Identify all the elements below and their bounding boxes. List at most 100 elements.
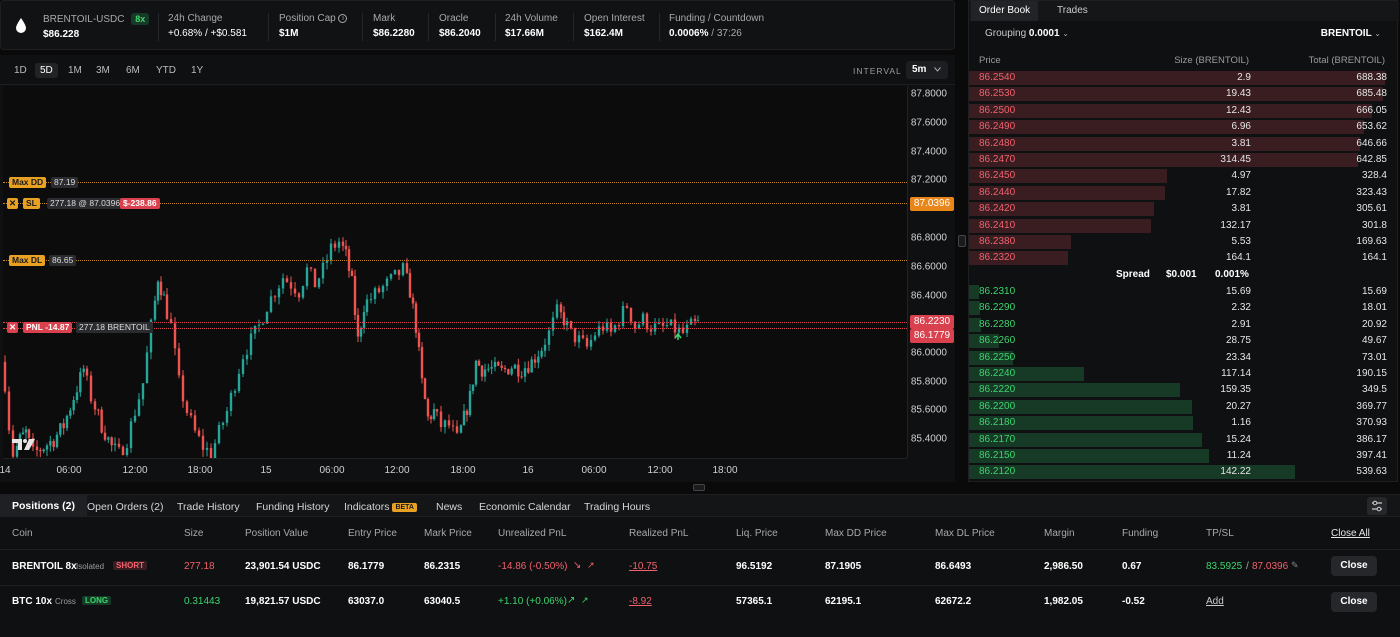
tab-trades[interactable]: Trades [1057,5,1088,16]
divider [573,13,574,41]
book-size: 4.97 [1231,170,1251,182]
bid-row[interactable]: 86.2120 142.22 539.63 [969,464,1399,480]
leverage-badge: 8x [131,13,150,25]
position-coin[interactable]: BRENTOIL 8x [12,561,77,572]
time-axis[interactable]: 14 06:00 12:00 18:00 15 06:00 12:00 18:0… [0,458,907,482]
ask-row[interactable]: 86.2420 3.81 305.61 [969,201,1399,217]
price-chart-panel: 1D 5D 1M 3M 6M YTD 1Y INTERVAL 5m Max DD… [0,55,955,482]
ask-row[interactable]: 86.2530 19.43 685.48 [969,86,1399,102]
bid-row[interactable]: 86.2290 2.32 18.01 [969,300,1399,316]
interval-select[interactable]: 5m [906,61,948,79]
depth-bar [969,251,1068,266]
book-size: 3.81 [1231,137,1251,149]
timeframe-3m[interactable]: 3M [96,65,110,76]
settings-icon[interactable] [1367,497,1387,515]
share-icon[interactable]: ↗ [581,595,589,605]
candle-body [633,321,637,329]
timeframe-1m[interactable]: 1M [68,65,82,76]
ask-row[interactable]: 86.2490 6.96 653.62 [969,119,1399,135]
tradingview-logo-icon [12,439,35,450]
bid-row[interactable]: 86.2260 28.75 49.67 [969,333,1399,349]
tab-indicators[interactable]: Indicators BETA [344,501,417,513]
close-position-icon[interactable]: ✕ [7,322,19,333]
tab-trade-history[interactable]: Trade History [177,501,240,513]
candle-body [317,278,321,288]
ask-row[interactable]: 86.2480 3.81 646.66 [969,136,1399,152]
timeframe-5d[interactable]: 5D [35,63,58,78]
close-position-button[interactable]: Close [1331,556,1377,576]
divider [0,549,1400,550]
depth-bar [969,218,1152,233]
close-position-button[interactable]: Close [1331,592,1377,612]
position-coin[interactable]: BTC 10x [12,596,53,607]
timeframe-6m[interactable]: 6M [126,65,140,76]
candle-body [149,319,153,353]
add-tpsl-link[interactable]: Add [1206,596,1224,607]
tab-funding-history[interactable]: Funding History [256,501,330,513]
tab-positions[interactable]: Positions (2) [0,495,88,517]
tab-trading-hours[interactable]: Trading Hours [584,501,651,513]
candle-body [141,383,145,400]
price-tick: 86.0000 [910,347,947,359]
tab-open-orders[interactable]: Open Orders (2) [87,501,164,513]
entry-price-line [3,328,907,329]
ask-row[interactable]: 86.2320 164.1 164.1 [969,250,1399,266]
timeframe-1y[interactable]: 1Y [191,65,204,76]
position-row[interactable]: BRENTOIL 8x Isolated SHORT 277.18 23,901… [0,550,1400,585]
ask-row[interactable]: 86.2470 314.45 642.85 [969,152,1399,168]
realized-pnl[interactable]: -8.92 [629,596,652,607]
bid-row[interactable]: 86.2200 20.27 369.77 [969,399,1399,415]
close-all-button[interactable]: Close All [1331,528,1370,539]
realized-pnl[interactable]: -10.75 [629,561,658,572]
stat-value: +0.68% / +$0.581 [168,28,247,39]
candle-body [72,400,75,411]
horizontal-resize-handle[interactable] [693,484,705,491]
ask-row[interactable]: 86.2500 12.43 666.05 [969,103,1399,119]
remove-sl-icon[interactable]: ✕ [7,198,19,209]
ask-row[interactable]: 86.2440 17.82 323.43 [969,185,1399,201]
position-row[interactable]: BTC 10x Cross LONG 0.31443 19,821.57 USD… [0,586,1400,621]
vertical-resize-handle[interactable] [958,235,966,247]
candle-body [609,322,613,332]
position-size: 277.18 [184,561,215,572]
tab-order-book[interactable]: Order Book [971,1,1039,21]
timeframe-ytd[interactable]: YTD [156,65,176,76]
ask-row[interactable]: 86.2380 5.53 169.63 [969,234,1399,250]
ask-row[interactable]: 86.2450 4.97 328.4 [969,168,1399,184]
edit-icon[interactable]: ✎ [1291,560,1299,570]
candlestick-plot[interactable]: Max DD 87.19 ✕ SL 277.18 @ 87.0396 $-238… [3,86,907,458]
depth-bar [969,317,982,332]
symbol-select[interactable]: BRENTOIL ⌄ [1321,28,1381,39]
price-axis[interactable]: 87.8000 87.6000 87.4000 87.2000 86.8000 … [907,86,955,458]
bid-row[interactable]: 86.2150 11.24 397.41 [969,448,1399,464]
candle-body [459,425,463,433]
tab-news[interactable]: News [436,501,463,513]
tab-economic-calendar[interactable]: Economic Calendar [479,501,571,513]
bid-row[interactable]: 86.2280 2.91 20.92 [969,317,1399,333]
pair-selector[interactable]: BRENTOIL-USDC 8x $86.228 [43,13,150,42]
grouping-select[interactable]: Grouping 0.0001 ⌄ [985,28,1069,39]
candle-body [24,429,28,433]
sl-tag[interactable]: SL [23,198,40,209]
book-total: 397.41 [1356,450,1387,461]
ask-row[interactable]: 86.2410 132.17 301.8 [969,218,1399,234]
bid-row[interactable]: 86.2240 117.14 190.15 [969,366,1399,382]
book-size: 23.34 [1225,351,1251,363]
tp-price[interactable]: 83.5925 [1206,561,1243,572]
bid-row[interactable]: 86.2220 159.35 349.5 [969,382,1399,398]
bid-row[interactable]: 86.2250 23.34 73.01 [969,350,1399,366]
col-position-value: Position Value [245,528,309,539]
bid-row[interactable]: 86.2180 1.16 370.93 [969,415,1399,431]
share-icon[interactable]: ↗ [587,560,595,570]
book-price: 86.2470 [979,154,1016,165]
bid-row[interactable]: 86.2170 15.24 386.17 [969,432,1399,448]
sl-price[interactable]: 87.0396 [1252,561,1289,572]
candlestick-series [3,237,700,458]
info-icon[interactable]: i [338,13,348,23]
bid-row[interactable]: 86.2310 15.69 15.69 [969,284,1399,300]
book-size: 11.24 [1226,450,1251,461]
candle-body [265,311,269,324]
book-size: 19.43 [1225,88,1251,100]
timeframe-1d[interactable]: 1D [14,65,27,76]
ask-row[interactable]: 86.2540 2.9 688.38 [969,70,1399,86]
